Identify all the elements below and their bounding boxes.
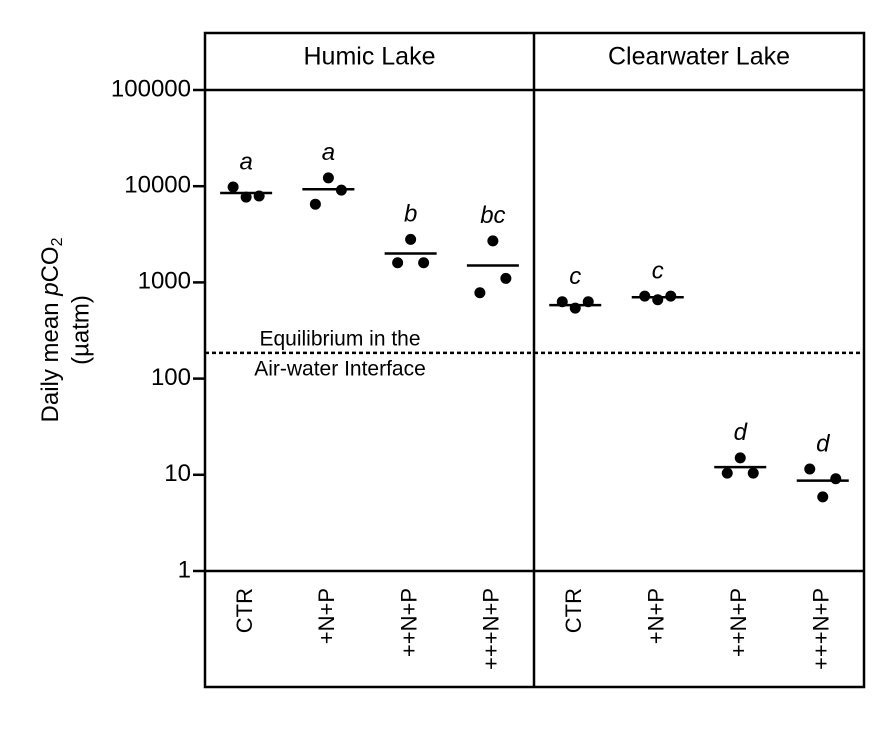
panel-title: Humic Lake <box>304 43 436 71</box>
panel-title: Clearwater Lake <box>608 43 790 71</box>
x-tick-label: +++N+P <box>809 588 834 670</box>
x-tick-label: +N+P <box>314 588 339 644</box>
data-point <box>227 181 239 193</box>
data-point <box>405 233 417 245</box>
reference-label: Air-water Interface <box>254 357 426 380</box>
data-point <box>500 272 512 284</box>
data-point <box>817 491 829 503</box>
significance-letter: a <box>322 139 335 166</box>
data-point <box>830 473 842 485</box>
y-label-part: CO <box>37 246 64 282</box>
data-point <box>721 467 733 479</box>
y-label-part: p <box>37 282 64 296</box>
y-tick-label: 100 <box>151 364 191 391</box>
data-point <box>322 172 334 184</box>
significance-letter: d <box>816 430 830 457</box>
frame <box>203 31 866 689</box>
x-tick-label: ++N+P <box>726 588 751 657</box>
y-label-part: 2 <box>49 237 66 246</box>
significance-letter: c <box>652 257 664 284</box>
y-tick-label: 1 <box>178 556 191 583</box>
data-point <box>747 467 759 479</box>
y-label-part: Daily mean <box>37 296 64 423</box>
reference-label: Equilibrium in the <box>259 327 420 350</box>
y-tick-label: 10000 <box>124 172 191 199</box>
data-point <box>487 235 499 247</box>
y-unit: (µatm) <box>67 295 94 365</box>
x-tick-label: CTR <box>232 588 257 633</box>
x-tick-label: +++N+P <box>479 588 504 670</box>
y-label: Daily mean pCO2 <box>37 237 66 422</box>
data-point <box>652 294 664 306</box>
x-tick-label: ++N+P <box>396 588 421 657</box>
data-point <box>804 463 816 475</box>
x-tick-label: +N+P <box>644 588 669 644</box>
significance-letter: a <box>239 148 252 175</box>
x-tick-label: CTR <box>561 588 586 633</box>
data-point <box>734 452 746 464</box>
significance-letter: b <box>404 201 417 228</box>
data-point <box>392 257 404 269</box>
data-point <box>418 257 430 269</box>
y-tick-label: 1000 <box>138 268 191 295</box>
data-point <box>309 198 321 210</box>
data-point <box>240 191 252 203</box>
y-tick-label: 10 <box>164 460 191 487</box>
significance-letter: c <box>569 263 581 290</box>
significance-letter: bc <box>480 202 505 229</box>
data-point <box>474 287 486 299</box>
significance-letter: d <box>734 419 748 446</box>
y-tick-label: 100000 <box>111 75 191 102</box>
